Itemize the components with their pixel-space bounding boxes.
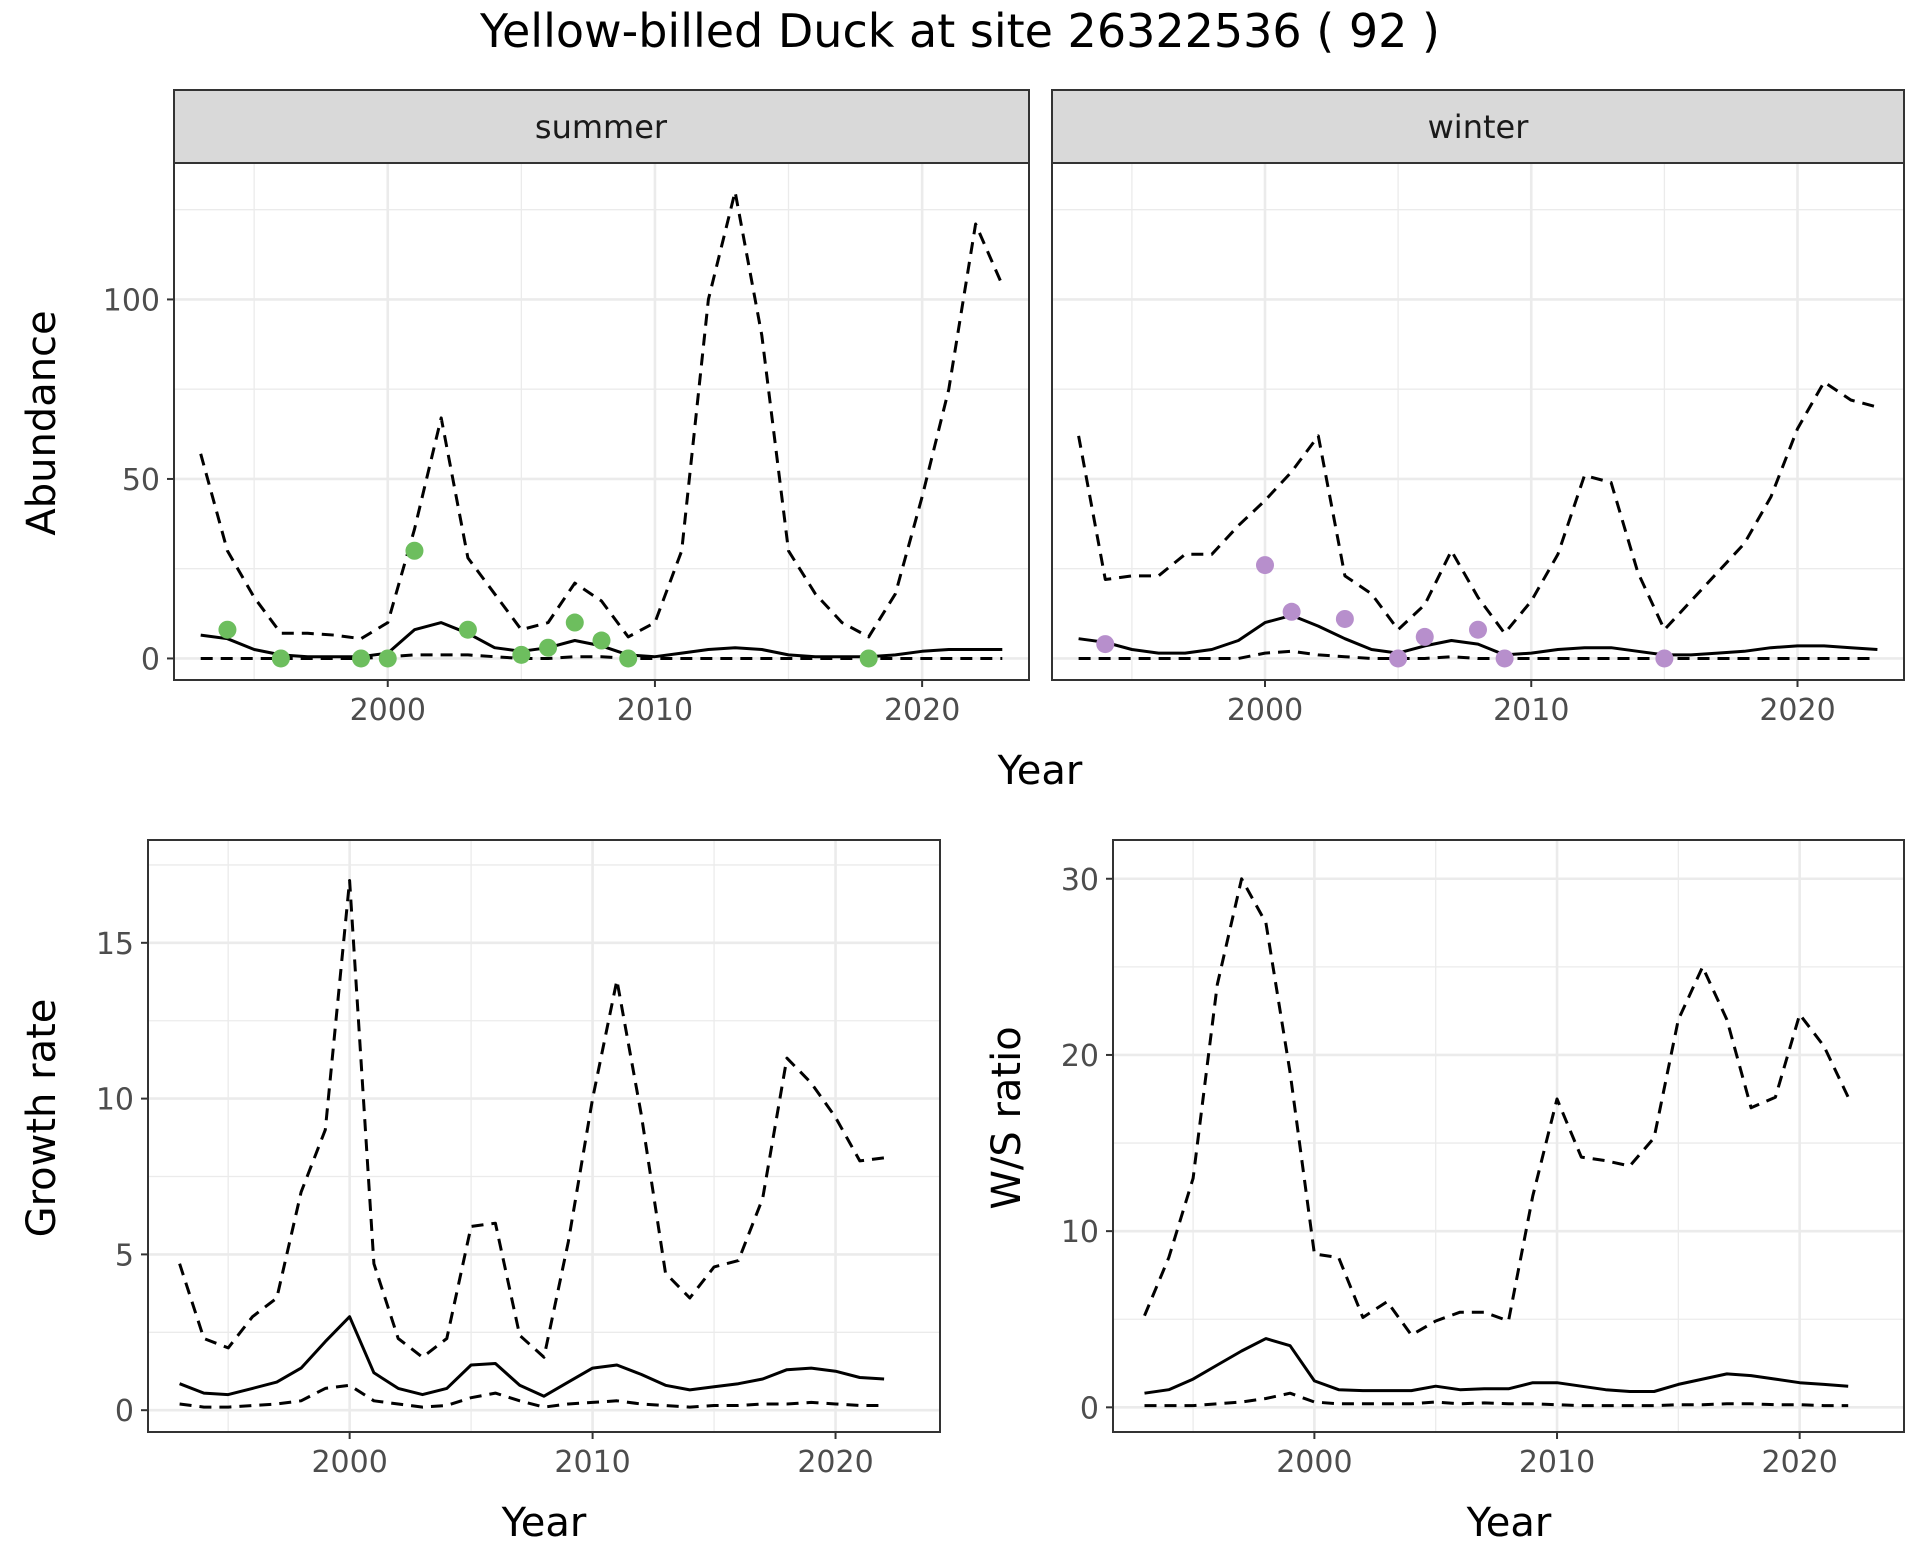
observation-point [1415,627,1434,646]
y-tick-label: 10 [96,1083,134,1118]
interval-line-1 [1077,380,1878,635]
x-axis-label: Year [501,1500,587,1546]
observation-point [512,645,531,664]
observation-point [1655,649,1674,668]
interval-line-1 [199,190,1004,641]
y-tick-label: 50 [122,463,160,498]
observation-point [1096,635,1115,654]
x-tick-label: 2000 [311,1445,387,1480]
observation-point [1495,649,1514,668]
strip-background [173,89,1030,164]
x-tick-label: 2020 [884,693,960,728]
mean-line-0 [179,1315,885,1398]
observation-point [1282,602,1301,621]
x-axis-label: Year [1466,1500,1552,1546]
growth-rate-panel: 0 5 10 15 2000 2010 2020 Growth rate Year [19,839,941,1546]
plot-background [1052,163,1904,680]
panel-border [147,839,941,1433]
observation-point [565,613,584,632]
observation-point [539,638,558,657]
observation-point [1256,556,1274,575]
interval-line-2 [1144,1391,1849,1408]
y-axis-label: W/S ratio [984,1026,1030,1209]
y-tick-label: 100 [103,283,160,318]
observation-point [1335,609,1354,628]
x-tick-label: 2020 [797,1445,873,1480]
y-tick-label: 0 [141,642,160,677]
interval-line-1 [1143,877,1850,1337]
y-tick-label: 30 [1061,863,1099,898]
figure-title: Yellow-billed Duck at site 26322536 ( 92… [479,4,1440,58]
x-tick-label: 2000 [1227,693,1303,728]
observation-point [405,541,424,560]
y-axis-label: Growth rate [19,999,65,1238]
winter-abundance-panel: winter 2000 2010 2020 [1051,89,1905,728]
x-tick-label: 2020 [1759,693,1835,728]
x-tick-label: 2000 [350,693,426,728]
observation-point [1389,649,1408,668]
x-tick-label: 2010 [554,1445,630,1480]
x-tick-label: 2010 [1493,693,1569,728]
observation-point [619,649,638,668]
plot-background [1113,840,1904,1432]
strip-label: winter [1428,108,1530,146]
panel-border [1112,839,1905,1433]
observation-point [378,649,397,668]
plot-background [148,840,940,1432]
observation-point [458,620,477,639]
y-tick-label: 20 [1061,1039,1099,1074]
mean-line-0 [1144,1337,1849,1395]
summer-abundance-panel: summer 0 50 100 2000 2010 2020 Abundance [19,89,1030,728]
y-axis-label: Abundance [19,310,65,535]
interval-line-2 [1078,649,1878,660]
observation-point [1469,620,1487,639]
strip-label: summer [535,108,668,146]
panel-border [173,162,1030,681]
x-tick-label: 2010 [617,693,693,728]
observation-point [271,649,290,668]
observation-point [218,620,237,639]
ws-ratio-panel: 0 10 20 30 2000 2010 2020 W/S ratio Year [984,839,1905,1546]
panel-border [1051,162,1905,681]
y-tick-label: 0 [115,1394,134,1429]
observation-point [859,649,878,668]
interval-line-2 [179,1383,885,1409]
strip-background [1051,89,1905,164]
observation-point [352,649,371,668]
mean-line-0 [1078,613,1878,657]
x-tick-label: 2000 [1276,1445,1352,1480]
observation-point [592,631,611,650]
y-tick-label: 15 [96,927,134,962]
plot-background [174,163,1029,680]
y-tick-label: 10 [1061,1215,1099,1250]
x-tick-label: 2010 [1519,1445,1595,1480]
x-tick-label: 2020 [1761,1445,1837,1480]
abundance-x-axis-label: Year [997,748,1083,794]
interval-line-1 [178,879,885,1359]
y-tick-label: 5 [115,1238,134,1273]
y-tick-label: 0 [1080,1391,1099,1426]
